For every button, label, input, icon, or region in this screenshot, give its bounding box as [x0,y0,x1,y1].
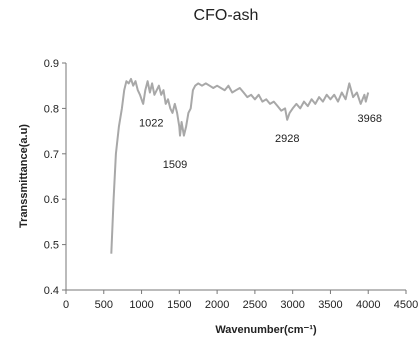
y-tick-label: 0.7 [44,149,59,161]
x-tick-label: 500 [95,299,113,311]
x-tick-label: 2000 [205,299,229,311]
chart-title: CFO-ash [194,7,259,24]
y-tick-label: 0.4 [44,285,59,297]
transmittance-series-line [110,77,370,254]
x-tick-label: 1500 [167,299,191,311]
x-tick-label: 0 [63,299,69,311]
x-tick-label: 4000 [356,299,380,311]
x-tick-label: 2500 [243,299,267,311]
x-axis-label: Wavenumber(cm⁻¹) [215,324,317,336]
y-tick-label: 0.6 [44,194,59,206]
plot-area [110,77,370,254]
y-tick-label: 0.8 [44,103,59,115]
x-tick-label: 4500 [394,299,418,311]
chart-axes [65,63,406,291]
peak-annotations: 1022 1509 2928 3968 [139,113,382,171]
x-tick-label: 3000 [280,299,304,311]
peak-label: 1022 [139,117,163,129]
chart-ticks: 0.4 0.5 0.6 0.7 0.8 0.9 0 500 1000 1500 2000 2500 30… [44,58,419,311]
y-tick-label: 0.9 [44,58,59,70]
x-tick-label: 1000 [129,299,153,311]
peak-label: 2928 [275,133,299,145]
peak-label: 3968 [358,113,382,125]
y-tick-label: 0.5 [44,240,59,252]
peak-label: 1509 [163,159,187,171]
y-axis-label: Transsmittance(a.u) [18,124,30,228]
x-tick-label: 3500 [318,299,342,311]
